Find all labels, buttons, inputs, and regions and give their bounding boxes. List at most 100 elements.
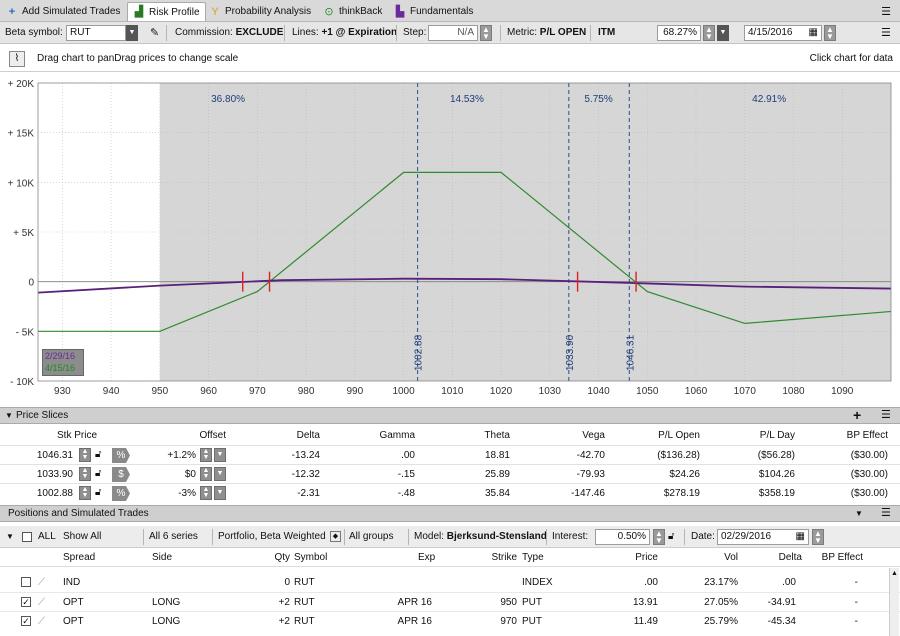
pos-qty[interactable]: 0 — [284, 577, 290, 588]
row-checkbox[interactable] — [21, 577, 31, 587]
scroll-up-icon[interactable]: ▲ — [891, 570, 898, 577]
interest-stepper[interactable]: ▲ ▼ — [653, 529, 665, 545]
tab-probability-analysis[interactable]: Y Probability Analysis — [209, 2, 311, 21]
slice-stk-price[interactable]: 1033.90 — [36, 468, 73, 480]
row-checkbox[interactable]: ✓ — [21, 597, 31, 607]
lock-icon[interactable]: 🔓︎ — [95, 487, 102, 498]
step-field[interactable]: N/A — [428, 25, 478, 41]
series-filter[interactable]: All 6 series — [149, 531, 198, 542]
collapse-icon[interactable]: ▼ — [855, 509, 863, 518]
step-stepper[interactable]: ▲ ▼ — [480, 25, 492, 41]
row-checkbox[interactable]: ✓ — [21, 616, 31, 626]
pos-spread: OPT — [63, 615, 84, 627]
pen-icon[interactable]: ✎ — [150, 27, 160, 39]
col-price: Price — [635, 552, 658, 563]
chevron-down-icon[interactable]: ▼ — [5, 411, 13, 420]
position-row[interactable]: ✓ ⟋ OPT LONG +2 RUT APR 16 970 PUT 11.49… — [0, 611, 900, 630]
tab-fundamentals[interactable]: ▙ Fundamentals — [394, 2, 474, 21]
portfolio-expand-icon[interactable]: ◆ — [330, 531, 341, 542]
expiration-date-field[interactable]: 4/15/2016 ▦ — [744, 25, 822, 41]
spread-link-icon[interactable]: ⟋ — [38, 615, 45, 627]
stk-price-stepper[interactable]: ▲ ▼ — [79, 467, 91, 481]
tabs-menu-button[interactable]: ☰ — [880, 2, 892, 21]
pl-chart-svg[interactable]: 930 940 950 960 970 980 990 1000 1010 1020 1030 104… — [0, 73, 900, 405]
slice-offset[interactable]: $0 — [184, 468, 196, 480]
show-all-filter[interactable]: Show All — [63, 531, 102, 542]
tab-label: Fundamentals — [410, 6, 474, 17]
tab-risk-profile[interactable]: ▟ Risk Profile — [127, 2, 206, 21]
pos-qty[interactable]: +2 — [278, 596, 290, 608]
slice-offset[interactable]: -3% — [178, 487, 196, 499]
slice-stk-price[interactable]: 1046.31 — [36, 449, 73, 461]
stk-price-stepper[interactable]: ▲ ▼ — [79, 448, 91, 462]
lock-icon[interactable]: 🔓︎ — [95, 449, 102, 460]
position-row[interactable]: ⟋ IND 0 RUT INDEX .00 23.17% .00 - — [0, 573, 900, 592]
itm-stepper[interactable]: ▲ ▼ — [703, 25, 715, 41]
pos-bp-effect: - — [854, 577, 858, 588]
offset-stepper[interactable]: ▲ ▼ — [200, 467, 212, 481]
offset-unit-selector[interactable]: $ — [112, 467, 130, 482]
offset-dropdown[interactable]: ▼ — [214, 467, 226, 481]
slice-offset[interactable]: +1.2% — [167, 449, 196, 461]
itm-dropdown[interactable]: ▼ — [717, 25, 729, 41]
toolbar-menu-icon[interactable]: ☰ — [881, 27, 891, 39]
offset-dropdown[interactable]: ▼ — [214, 486, 226, 500]
spread-link-icon[interactable]: ⟋ — [38, 577, 45, 588]
position-row[interactable]: ✓ ⟋ OPT LONG +2 RUT APR 16 950 PUT 13.91… — [0, 592, 900, 611]
lock-icon[interactable]: 🔓︎ — [668, 531, 675, 542]
chevron-down-icon[interactable]: ▼ — [6, 532, 14, 541]
offset-unit-selector[interactable]: % — [112, 486, 130, 501]
price-slice-row[interactable]: 1033.90 ▲ ▼ 🔓︎ $ $0 ▲ ▼ ▼ -12.32 -.15 25.8… — [0, 464, 900, 483]
metric-control[interactable]: Metric: P/L OPEN — [507, 22, 586, 44]
risk-profile-chart[interactable]: 930 940 950 960 970 980 990 1000 1010 1020 1030 104… — [0, 73, 900, 405]
tab-thinkback[interactable]: ⊙ thinkBack — [323, 2, 382, 21]
offset-stepper[interactable]: ▲ ▼ — [200, 486, 212, 500]
offset-dropdown[interactable]: ▼ — [214, 448, 226, 462]
position-date-field[interactable]: 02/29/2016 ▦ — [717, 529, 809, 545]
lines-control[interactable]: Lines: +1 @ Expiration — [292, 22, 397, 44]
col-strike: Strike — [491, 552, 517, 563]
pos-exp: APR 16 — [397, 615, 432, 627]
calendar-icon[interactable]: ▦ — [808, 27, 818, 38]
commission-control[interactable]: Commission: EXCLUDE — [175, 22, 283, 44]
groups-filter[interactable]: All groups — [349, 531, 394, 542]
separator — [546, 529, 547, 545]
pos-type: INDEX — [522, 577, 553, 588]
offset-unit-selector[interactable]: % — [112, 448, 130, 463]
chart-style-icon[interactable]: ⌇ — [9, 51, 25, 67]
price-slice-label: 1033.90 — [565, 334, 576, 371]
itm-field[interactable]: 68.27% — [657, 25, 701, 41]
x-tick-label: 1040 — [587, 386, 610, 397]
slices-menu-icon[interactable]: ☰ — [881, 409, 891, 421]
add-slice-icon[interactable]: + — [853, 407, 862, 423]
beta-symbol-field[interactable]: RUT — [66, 25, 126, 41]
positions-filter-bar: ▼ ALL Show All All 6 series Portfolio, B… — [0, 526, 900, 548]
commission-value: EXCLUDE — [235, 27, 284, 38]
price-slice-row[interactable]: 1046.31 ▲ ▼ 🔓︎ % +1.2% ▲ ▼ ▼ -13.24 .00 18… — [0, 445, 900, 464]
pos-side: LONG — [152, 615, 181, 627]
slice-pl-day: $358.19 — [758, 487, 795, 499]
select-all-checkbox[interactable] — [22, 532, 32, 542]
price-slice-row[interactable]: 1002.88 ▲ ▼ 🔓︎ % -3% ▲ ▼ ▼ -2.31 -.48 35.8… — [0, 483, 900, 502]
calendar-icon[interactable]: ▦ — [795, 531, 805, 542]
date-stepper[interactable]: ▲ ▼ — [824, 25, 836, 41]
legend-date-today: 2/29/16 — [45, 351, 76, 361]
position-date-stepper[interactable]: ▲ ▼ — [812, 529, 824, 545]
spread-link-icon[interactable]: ⟋ — [38, 596, 45, 608]
pos-price: 11.49 — [633, 615, 658, 627]
lock-icon[interactable]: 🔓︎ — [95, 468, 102, 479]
beta-symbol-dropdown[interactable]: ▼ — [126, 25, 138, 41]
pos-delta: .00 — [782, 577, 796, 588]
col-theta: Theta — [484, 429, 510, 441]
risk-profile-icon: ▟ — [134, 6, 144, 18]
stk-price-stepper[interactable]: ▲ ▼ — [79, 486, 91, 500]
slice-stk-price[interactable]: 1002.88 — [36, 487, 73, 499]
tab-add-simulated-trades[interactable]: + Add Simulated Trades — [6, 2, 121, 21]
model-selector[interactable]: Model: Bjerksund-Stensland — [414, 531, 547, 542]
pos-qty[interactable]: +2 — [278, 615, 290, 627]
portfolio-filter[interactable]: Portfolio, Beta Weighted — [218, 531, 326, 542]
positions-scrollbar[interactable]: ▲ — [889, 568, 899, 636]
positions-menu-icon[interactable]: ☰ — [881, 507, 891, 519]
offset-stepper[interactable]: ▲ ▼ — [200, 448, 212, 462]
interest-field[interactable]: 0.50% — [595, 529, 650, 545]
